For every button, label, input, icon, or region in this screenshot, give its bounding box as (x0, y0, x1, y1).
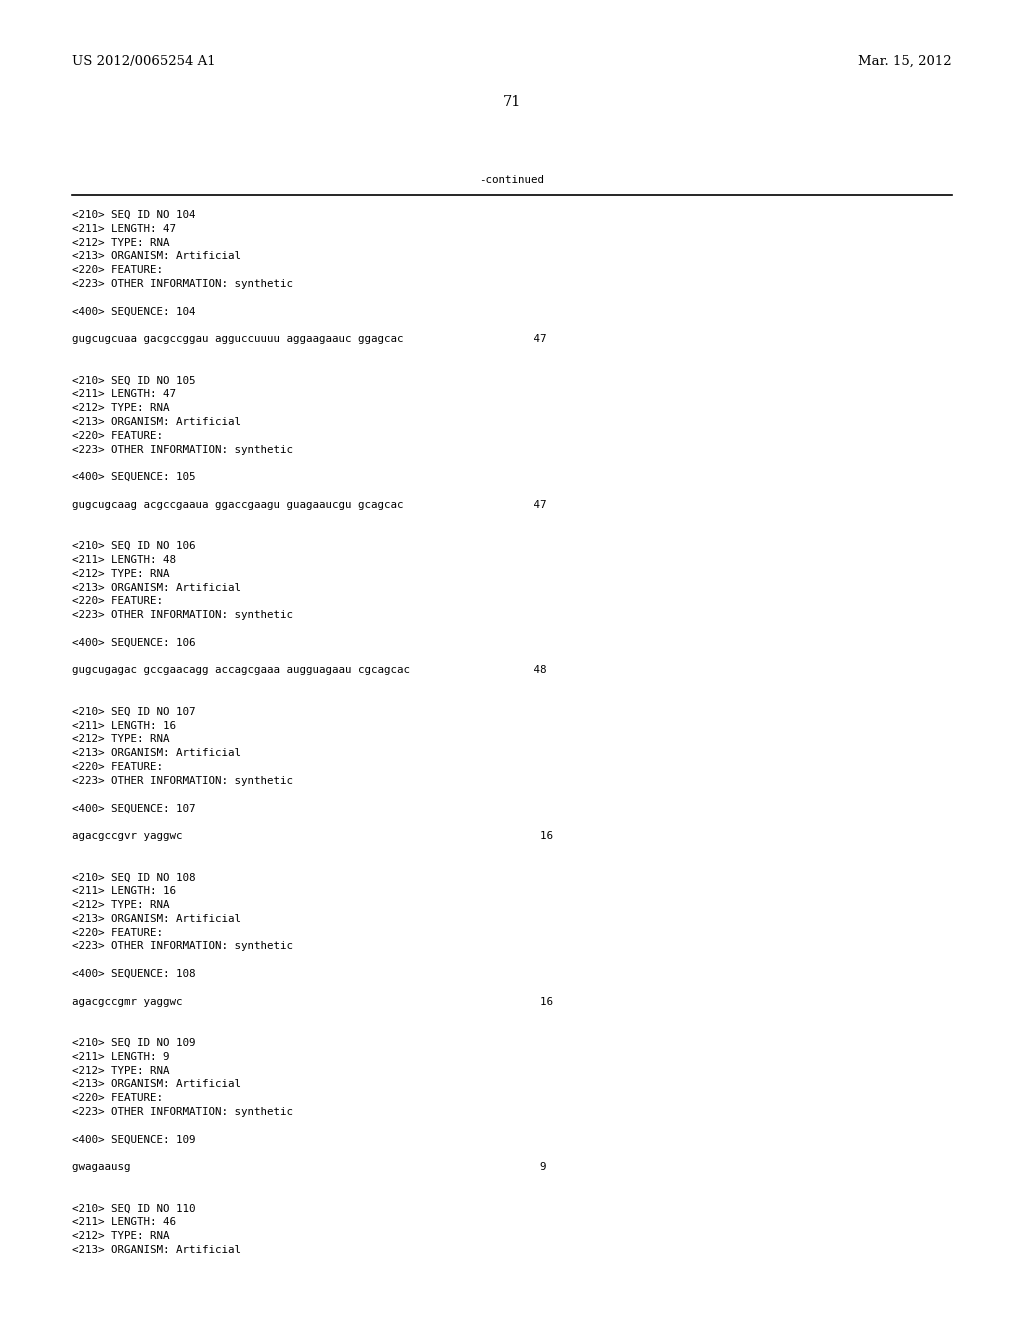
Text: <211> LENGTH: 46: <211> LENGTH: 46 (72, 1217, 176, 1228)
Text: <223> OTHER INFORMATION: synthetic: <223> OTHER INFORMATION: synthetic (72, 941, 293, 952)
Text: <223> OTHER INFORMATION: synthetic: <223> OTHER INFORMATION: synthetic (72, 279, 293, 289)
Text: <212> TYPE: RNA: <212> TYPE: RNA (72, 734, 170, 744)
Text: <210> SEQ ID NO 108: <210> SEQ ID NO 108 (72, 873, 196, 882)
Text: <220> FEATURE:: <220> FEATURE: (72, 762, 163, 772)
Text: <211> LENGTH: 16: <211> LENGTH: 16 (72, 886, 176, 896)
Text: <213> ORGANISM: Artificial: <213> ORGANISM: Artificial (72, 1245, 241, 1255)
Text: <223> OTHER INFORMATION: synthetic: <223> OTHER INFORMATION: synthetic (72, 445, 293, 454)
Text: <212> TYPE: RNA: <212> TYPE: RNA (72, 569, 170, 578)
Text: 71: 71 (503, 95, 521, 110)
Text: <210> SEQ ID NO 106: <210> SEQ ID NO 106 (72, 541, 196, 552)
Text: <212> TYPE: RNA: <212> TYPE: RNA (72, 900, 170, 909)
Text: <212> TYPE: RNA: <212> TYPE: RNA (72, 1065, 170, 1076)
Text: <220> FEATURE:: <220> FEATURE: (72, 928, 163, 937)
Text: <400> SEQUENCE: 108: <400> SEQUENCE: 108 (72, 969, 196, 979)
Text: <220> FEATURE:: <220> FEATURE: (72, 430, 163, 441)
Text: <213> ORGANISM: Artificial: <213> ORGANISM: Artificial (72, 913, 241, 924)
Text: <223> OTHER INFORMATION: synthetic: <223> OTHER INFORMATION: synthetic (72, 610, 293, 620)
Text: gugcugagac gccgaacagg accagcgaaa augguagaau cgcagcac                   48: gugcugagac gccgaacagg accagcgaaa augguag… (72, 665, 547, 676)
Text: <211> LENGTH: 9: <211> LENGTH: 9 (72, 1052, 170, 1061)
Text: <213> ORGANISM: Artificial: <213> ORGANISM: Artificial (72, 748, 241, 758)
Text: <213> ORGANISM: Artificial: <213> ORGANISM: Artificial (72, 251, 241, 261)
Text: <400> SEQUENCE: 104: <400> SEQUENCE: 104 (72, 306, 196, 317)
Text: US 2012/0065254 A1: US 2012/0065254 A1 (72, 55, 216, 69)
Text: <213> ORGANISM: Artificial: <213> ORGANISM: Artificial (72, 582, 241, 593)
Text: -continued: -continued (479, 176, 545, 185)
Text: <223> OTHER INFORMATION: synthetic: <223> OTHER INFORMATION: synthetic (72, 776, 293, 785)
Text: <220> FEATURE:: <220> FEATURE: (72, 265, 163, 275)
Text: <213> ORGANISM: Artificial: <213> ORGANISM: Artificial (72, 1080, 241, 1089)
Text: <210> SEQ ID NO 104: <210> SEQ ID NO 104 (72, 210, 196, 220)
Text: <223> OTHER INFORMATION: synthetic: <223> OTHER INFORMATION: synthetic (72, 1107, 293, 1117)
Text: <400> SEQUENCE: 109: <400> SEQUENCE: 109 (72, 1135, 196, 1144)
Text: <211> LENGTH: 47: <211> LENGTH: 47 (72, 224, 176, 234)
Text: agacgccgmr yaggwc                                                       16: agacgccgmr yaggwc 16 (72, 997, 553, 1007)
Text: <400> SEQUENCE: 106: <400> SEQUENCE: 106 (72, 638, 196, 648)
Text: <220> FEATURE:: <220> FEATURE: (72, 597, 163, 606)
Text: <211> LENGTH: 48: <211> LENGTH: 48 (72, 554, 176, 565)
Text: <212> TYPE: RNA: <212> TYPE: RNA (72, 403, 170, 413)
Text: Mar. 15, 2012: Mar. 15, 2012 (858, 55, 952, 69)
Text: <210> SEQ ID NO 109: <210> SEQ ID NO 109 (72, 1038, 196, 1048)
Text: gugcugcuaa gacgccggau agguccuuuu aggaagaauc ggagcac                    47: gugcugcuaa gacgccggau agguccuuuu aggaaga… (72, 334, 547, 345)
Text: <400> SEQUENCE: 105: <400> SEQUENCE: 105 (72, 473, 196, 482)
Text: <210> SEQ ID NO 105: <210> SEQ ID NO 105 (72, 376, 196, 385)
Text: gugcugcaag acgccgaaua ggaccgaagu guagaaucgu gcagcac                    47: gugcugcaag acgccgaaua ggaccgaagu guagaau… (72, 500, 547, 510)
Text: <400> SEQUENCE: 107: <400> SEQUENCE: 107 (72, 804, 196, 813)
Text: gwagaausg                                                               9: gwagaausg 9 (72, 1162, 547, 1172)
Text: <220> FEATURE:: <220> FEATURE: (72, 1093, 163, 1104)
Text: <213> ORGANISM: Artificial: <213> ORGANISM: Artificial (72, 417, 241, 426)
Text: <210> SEQ ID NO 110: <210> SEQ ID NO 110 (72, 1204, 196, 1213)
Text: agacgccgvr yaggwc                                                       16: agacgccgvr yaggwc 16 (72, 832, 553, 841)
Text: <212> TYPE: RNA: <212> TYPE: RNA (72, 1232, 170, 1241)
Text: <210> SEQ ID NO 107: <210> SEQ ID NO 107 (72, 706, 196, 717)
Text: <211> LENGTH: 16: <211> LENGTH: 16 (72, 721, 176, 730)
Text: <212> TYPE: RNA: <212> TYPE: RNA (72, 238, 170, 248)
Text: <211> LENGTH: 47: <211> LENGTH: 47 (72, 389, 176, 400)
